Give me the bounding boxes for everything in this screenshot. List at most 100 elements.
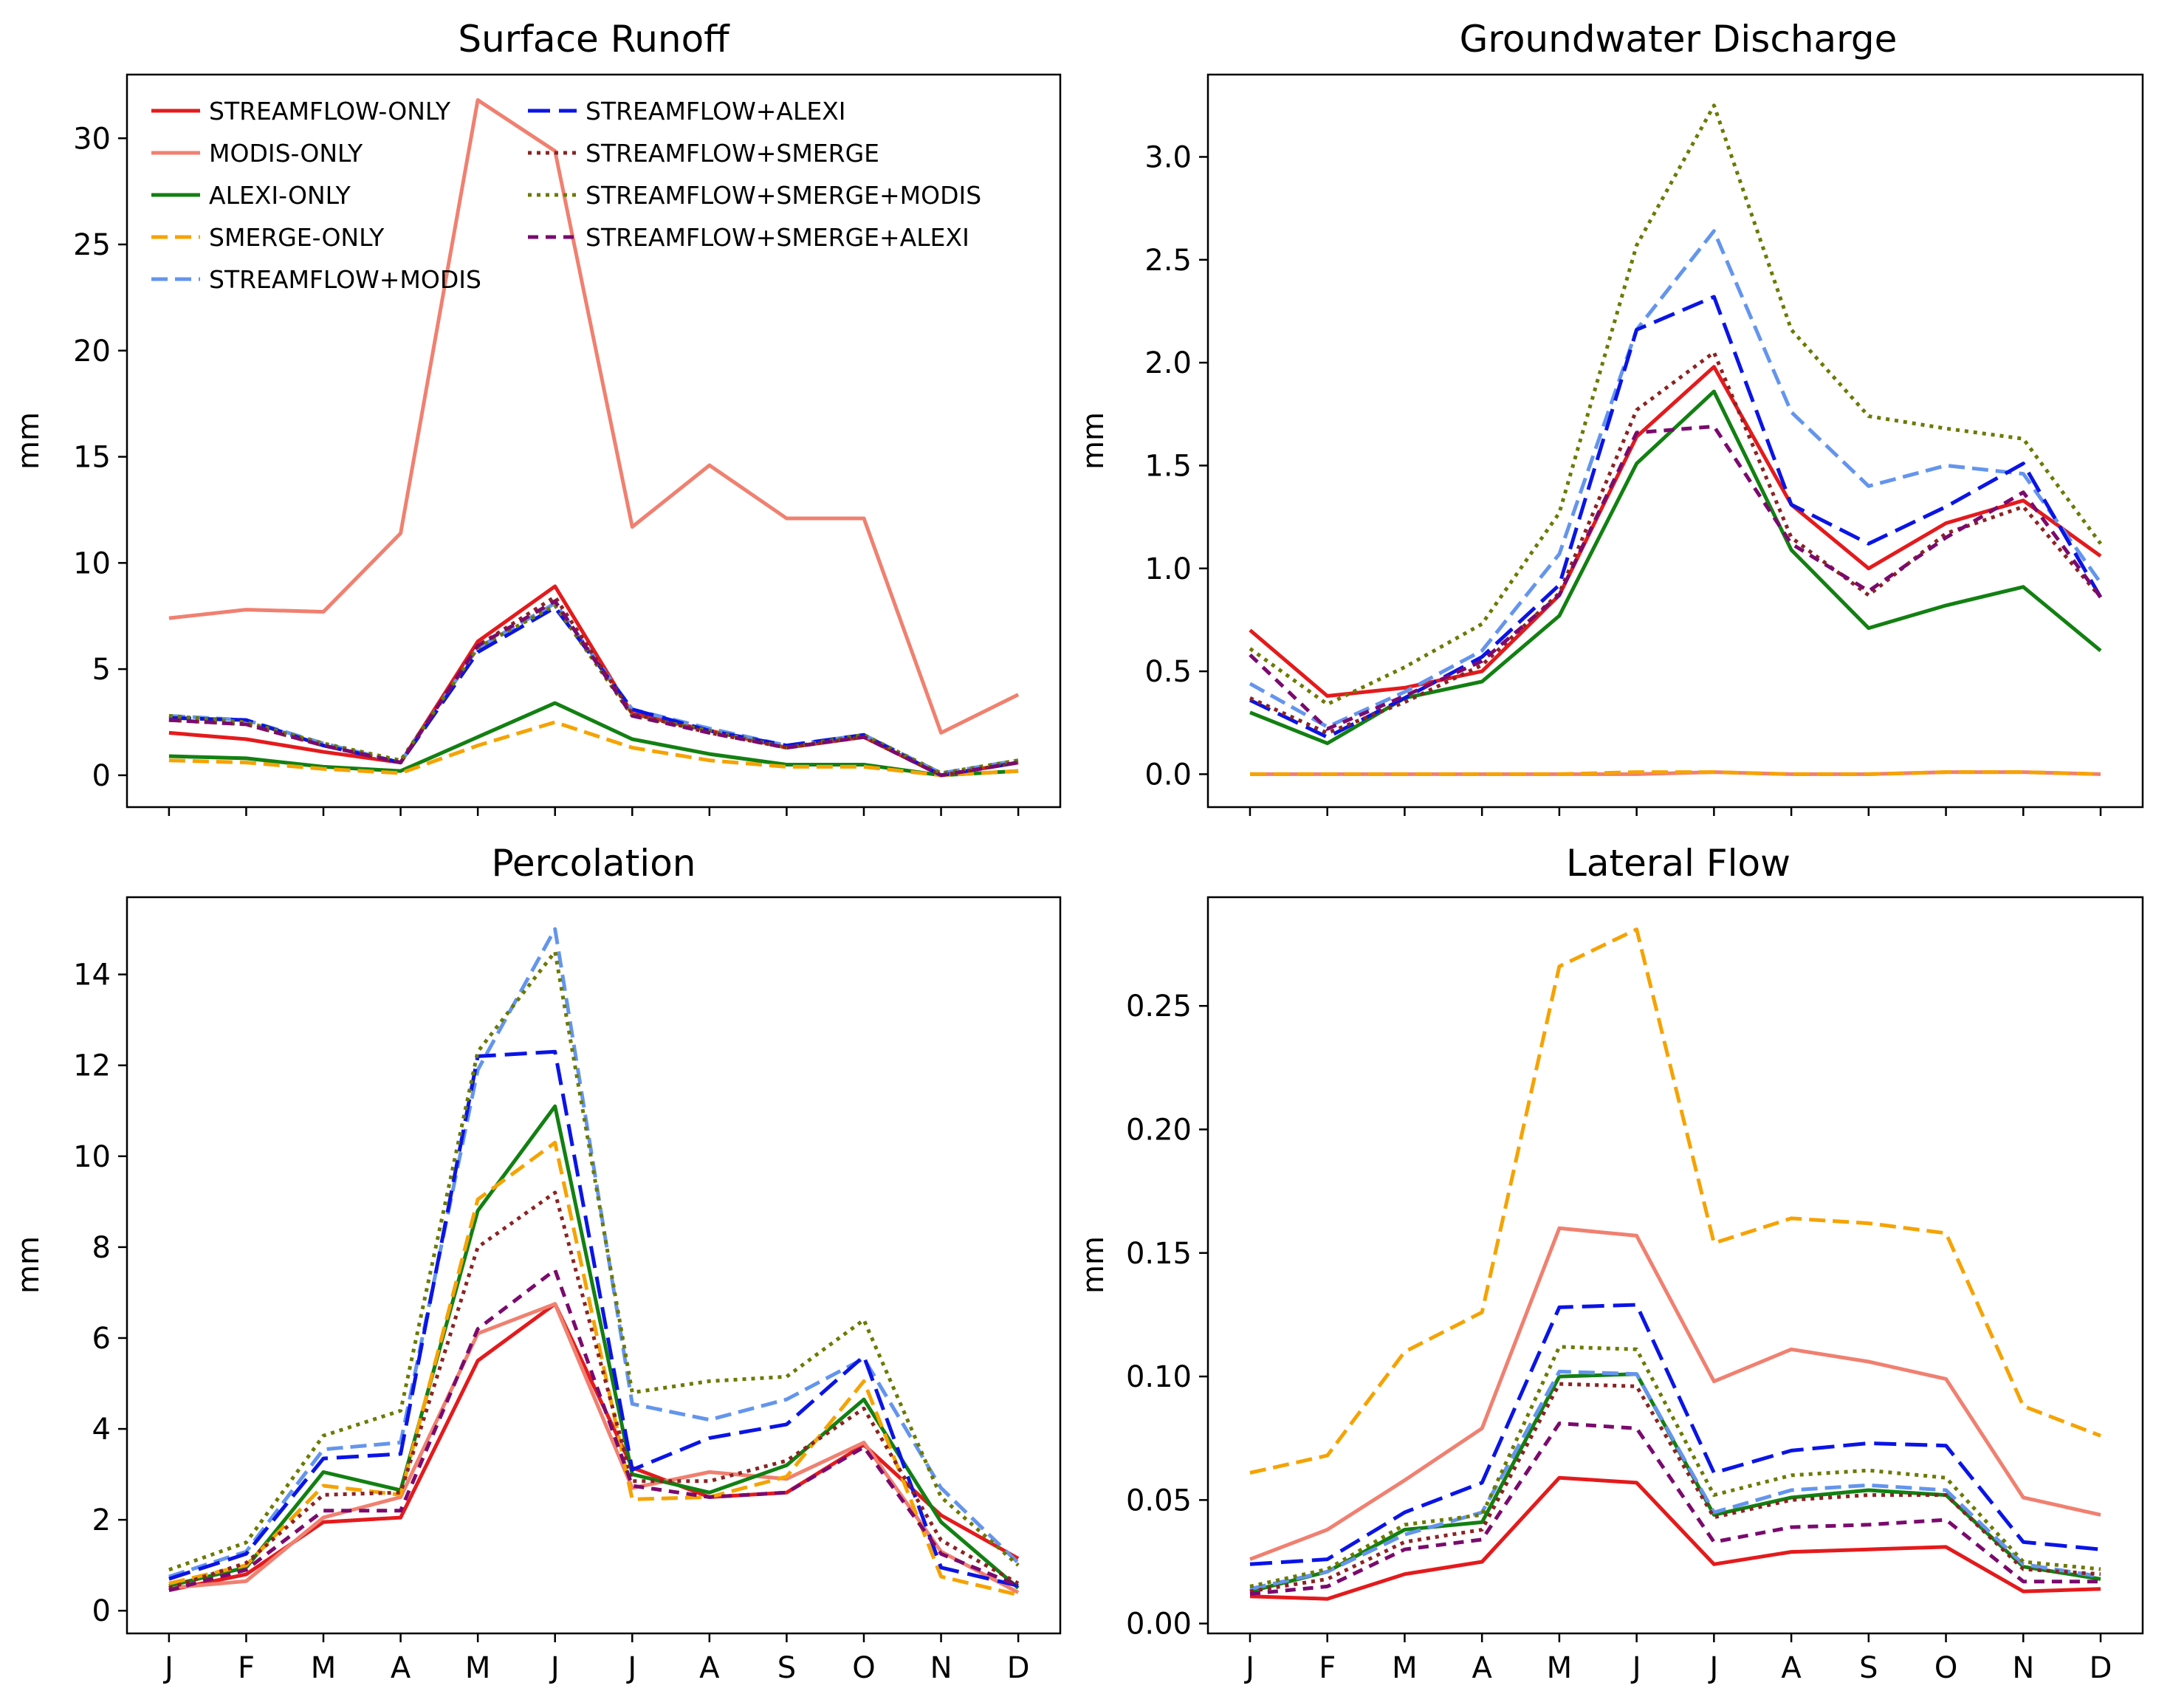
x-tick-label: J bbox=[162, 1651, 174, 1685]
series-line-streamflow-smerge-modis bbox=[168, 603, 1019, 775]
x-tick-label: M bbox=[1392, 1651, 1418, 1685]
series-line-streamflow-smerge bbox=[168, 1190, 1020, 1590]
series-line-streamflow-alexi bbox=[168, 1049, 1019, 1588]
y-tick-label: 4 bbox=[92, 1413, 111, 1447]
x-tick-label: A bbox=[1781, 1651, 1802, 1685]
axes-frame bbox=[1206, 896, 2144, 1635]
x-tick-label: O bbox=[1934, 1651, 1957, 1685]
y-tick-label: 0 bbox=[92, 1594, 111, 1628]
series-line-modis-only bbox=[1249, 1226, 2101, 1561]
x-tick-label: J bbox=[625, 1651, 636, 1685]
x-tick-label: F bbox=[238, 1651, 255, 1685]
x-tick-label: D bbox=[1007, 1651, 1030, 1685]
y-axis-label: mm bbox=[1077, 1236, 1110, 1294]
legend-label-streamflow-smerge: STREAMFLOW+SMERGE bbox=[586, 139, 879, 168]
y-tick-label: 25 bbox=[73, 228, 111, 262]
series-group bbox=[1249, 927, 2101, 1601]
series-line-streamflow-modis bbox=[168, 927, 1020, 1579]
x-tick-label: J bbox=[1630, 1651, 1641, 1685]
y-tick-label: 14 bbox=[73, 958, 111, 992]
x-tick-label: D bbox=[2090, 1651, 2112, 1685]
series-line-smerge-only bbox=[1250, 770, 2101, 776]
series-group bbox=[168, 98, 1020, 778]
series-line-streamflow-only bbox=[168, 1302, 1020, 1592]
series-line-streamflow-smerge-alexi bbox=[168, 1268, 1020, 1592]
series-line-streamflow-alexi bbox=[1249, 295, 2103, 739]
y-tick-label: 5 bbox=[92, 653, 111, 687]
panel-lateral-flow: Lateral Flow mm 0.00 0.05 0.10 0.15 0.20 0.25… bbox=[1077, 842, 2144, 1685]
series-line-streamflow-smerge-alexi bbox=[168, 599, 1019, 778]
y-tick-label: 0.15 bbox=[1126, 1237, 1192, 1271]
y-tick-label: 2.5 bbox=[1144, 244, 1192, 278]
y-tick-label: 2 bbox=[92, 1503, 111, 1537]
x-tick-label: N bbox=[930, 1651, 952, 1685]
axes-frame bbox=[1206, 73, 2144, 809]
legend-label-streamflow-smerge-modis: STREAMFLOW+SMERGE+MODIS bbox=[586, 181, 981, 210]
series-line-smerge-only bbox=[1249, 927, 2101, 1475]
x-tick-label: A bbox=[1472, 1651, 1492, 1685]
panel-title: Groundwater Discharge bbox=[1460, 18, 1898, 61]
y-tick-label: 1.5 bbox=[1144, 449, 1192, 483]
y-tick-label: 0.25 bbox=[1126, 990, 1192, 1023]
series-line-modis-only bbox=[168, 1302, 1020, 1594]
panel-groundwater-discharge: Groundwater Discharge mm 0.0 0.5 1.0 1.5 2.0… bbox=[1077, 18, 2144, 816]
x-tick-label: J bbox=[1243, 1651, 1254, 1685]
y-axis-label: mm bbox=[1077, 412, 1110, 470]
y-tick-label: 0.05 bbox=[1126, 1484, 1192, 1517]
y-tick-label: 2.0 bbox=[1144, 346, 1192, 380]
y-tick-label: 12 bbox=[73, 1049, 111, 1083]
legend-label-alexi-only: ALEXI-ONLY bbox=[209, 181, 351, 210]
y-tick-label: 0.0 bbox=[1144, 758, 1192, 792]
axes-frame bbox=[126, 896, 1062, 1635]
series-line-streamflow-smerge bbox=[1249, 1382, 2101, 1594]
x-tick-label: J bbox=[549, 1651, 560, 1685]
legend-label-streamflow-modis: STREAMFLOW+MODIS bbox=[209, 265, 481, 294]
panel-percolation: Percolation mm 0 2 4 6 8 10 12 14 J F M A M J J A S O N D bbox=[12, 842, 1062, 1685]
series-line-streamflow-smerge-modis bbox=[1249, 103, 2103, 707]
axes-frame bbox=[126, 73, 1062, 809]
x-tick-label: M bbox=[311, 1651, 337, 1685]
series-line-streamflow-smerge-alexi bbox=[1249, 425, 2103, 731]
plot-area: 0.00 0.05 0.10 0.15 0.20 0.25 J F M A M J J A S O N D bbox=[1126, 896, 2144, 1685]
legend-label-modis-only: MODIS-ONLY bbox=[209, 139, 363, 168]
y-tick-label: 6 bbox=[92, 1322, 111, 1356]
series-line-streamflow-modis bbox=[1249, 1369, 2101, 1591]
x-tick-label: M bbox=[1547, 1651, 1573, 1685]
y-tick-label: 10 bbox=[73, 1140, 111, 1174]
y-tick-label: 10 bbox=[73, 546, 111, 580]
series-line-streamflow-modis bbox=[1249, 229, 2103, 729]
x-tick-label: A bbox=[391, 1651, 411, 1685]
legend-label-smerge-only: SMERGE-ONLY bbox=[209, 223, 385, 252]
x-tick-label: J bbox=[1707, 1651, 1718, 1685]
legend-label-streamflow-only: STREAMFLOW-ONLY bbox=[209, 97, 451, 126]
series-line-streamflow-only bbox=[1249, 365, 2102, 698]
series-line-alexi-only bbox=[168, 1104, 1020, 1590]
legend: STREAMFLOW-ONLY MODIS-ONLY ALEXI-ONLY SMERG… bbox=[151, 97, 981, 294]
series-line-smerge-only bbox=[168, 720, 1019, 778]
series-line-modis-only bbox=[168, 98, 1020, 735]
y-tick-label: 15 bbox=[73, 441, 111, 475]
y-axis-label: mm bbox=[12, 1236, 46, 1294]
y-tick-label: 8 bbox=[92, 1231, 111, 1265]
panel-title: Percolation bbox=[492, 842, 696, 885]
series-line-streamflow-smerge-modis bbox=[1249, 1345, 2101, 1588]
series-group bbox=[168, 927, 1020, 1597]
panel-title: Lateral Flow bbox=[1566, 842, 1790, 885]
legend-label-streamflow-smerge-alexi: STREAMFLOW+SMERGE+ALEXI bbox=[586, 223, 969, 252]
series-line-streamflow-only bbox=[1249, 1475, 2101, 1601]
x-tick-label: F bbox=[1319, 1651, 1336, 1685]
y-tick-label: 1.0 bbox=[1144, 552, 1192, 586]
x-tick-label: N bbox=[2012, 1651, 2034, 1685]
y-tick-label: 30 bbox=[73, 122, 111, 156]
panel-title: Surface Runoff bbox=[458, 18, 730, 61]
y-tick-label: 0 bbox=[92, 759, 111, 793]
y-tick-label: 0.5 bbox=[1144, 655, 1192, 689]
x-tick-label: M bbox=[465, 1651, 491, 1685]
y-axis-label: mm bbox=[12, 412, 46, 470]
plot-area: 0 5 10 15 20 25 30 bbox=[73, 73, 1062, 816]
plot-area: 0 2 4 6 8 10 12 14 J F M A M J J A S O N D bbox=[73, 896, 1062, 1685]
series-group bbox=[1249, 103, 2103, 776]
y-tick-label: 3.0 bbox=[1144, 140, 1192, 174]
